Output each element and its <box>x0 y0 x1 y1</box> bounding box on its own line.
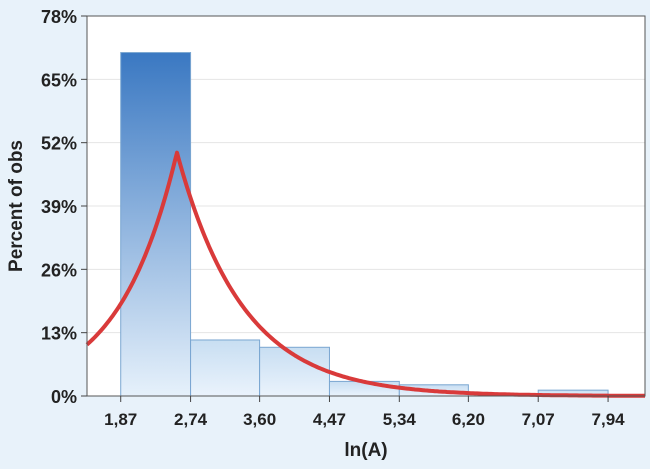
histogram-bars <box>120 52 609 397</box>
x-tick-label: 1,87 <box>104 410 137 429</box>
y-tick-label: 13% <box>41 324 77 344</box>
x-tick-label: 2,74 <box>174 410 208 429</box>
y-axis-ticks: 0% 13% 26% 39% 52% 65% 78% <box>41 7 87 407</box>
x-axis-label: ln(A) <box>344 440 387 461</box>
x-axis-ticks: 1,87 2,74 3,60 4,47 5,34 6,20 7,07 7,94 <box>104 396 625 429</box>
x-tick-label: 7,07 <box>522 410 555 429</box>
x-tick-label: 3,60 <box>243 410 276 429</box>
y-tick-label: 52% <box>41 134 77 154</box>
y-axis-label: Percent of obs <box>6 140 27 272</box>
x-tick-label: 5,34 <box>383 410 417 429</box>
x-tick-label: 7,94 <box>592 410 626 429</box>
y-tick-label: 0% <box>51 387 77 407</box>
y-tick-label: 65% <box>41 70 77 90</box>
histogram-bar <box>190 339 261 397</box>
y-tick-label: 26% <box>41 260 77 280</box>
x-tick-label: 6,20 <box>452 410 485 429</box>
y-tick-label: 78% <box>41 7 77 27</box>
fitted-distribution-curve <box>85 150 645 398</box>
y-tick-label: 39% <box>41 197 77 217</box>
x-tick-label: 4,47 <box>313 410 346 429</box>
